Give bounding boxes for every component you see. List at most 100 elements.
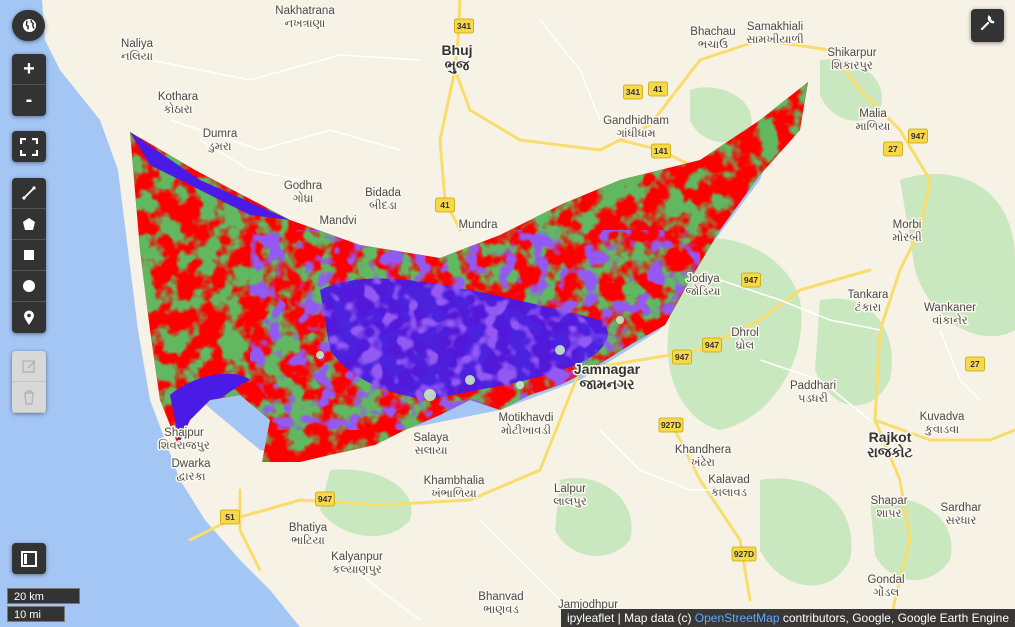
road-shield: 41	[435, 197, 455, 213]
place-label: Bhatiya	[289, 522, 328, 534]
draw-polygon-icon[interactable]	[12, 209, 46, 240]
place-label: Motikhavdi	[499, 412, 554, 424]
place-label: Dwarka	[172, 458, 212, 470]
road-shield: 947	[315, 491, 335, 507]
place-label: Bidada	[365, 187, 401, 199]
toolbar-wrench-button[interactable]	[971, 9, 1004, 42]
place-label: Godhra	[284, 180, 323, 192]
place-label-local: બીદડા	[369, 198, 397, 212]
place-label: Shapar	[870, 495, 907, 507]
draw-circle-icon[interactable]	[12, 271, 46, 302]
place-label-local: વાંકાનેર	[932, 313, 967, 327]
place-label: Khandhera	[675, 444, 732, 456]
place-label-local: કોઠારા	[163, 102, 192, 116]
place-label: Shikarpur	[827, 47, 876, 59]
place-label: Gondal	[867, 574, 904, 586]
svg-text:341: 341	[457, 21, 471, 31]
scale-metric: 20 km	[7, 588, 80, 604]
svg-text:27: 27	[970, 359, 980, 369]
place-label: Kalyanpur	[331, 551, 383, 563]
svg-text:947: 947	[744, 275, 758, 285]
place-label-local: ભુજ	[445, 57, 470, 74]
place-label-local: જોડિયા	[686, 284, 721, 298]
place-label: Samakhiali	[747, 21, 803, 33]
place-label: Khambhalia	[424, 475, 485, 487]
place-label: Bhachau	[690, 26, 735, 38]
place-label: Mundra	[459, 219, 499, 231]
panel-toggle-control	[12, 543, 46, 574]
place-label-local: કુવાડવા	[923, 424, 959, 436]
svg-text:947: 947	[318, 494, 332, 504]
svg-text:927D: 927D	[661, 420, 681, 430]
svg-text:341: 341	[626, 87, 640, 97]
place-label: Jamnagar	[574, 361, 641, 377]
place-label-local: ગોંડલ	[873, 585, 900, 599]
road-shield: 947	[672, 349, 692, 365]
place-label: Shajpur	[164, 427, 204, 439]
place-label: Jodiya	[686, 273, 720, 285]
draw-polyline-icon[interactable]	[12, 178, 46, 209]
road-shield: 41	[648, 81, 668, 97]
svg-text:141: 141	[654, 146, 668, 156]
svg-text:41: 41	[653, 84, 663, 94]
wrench-icon	[980, 14, 996, 36]
place-label: Salaya	[413, 432, 449, 444]
draw-toolbar	[12, 178, 46, 333]
place-label: Jamjodhpur	[558, 599, 618, 611]
place-label: Paddhari	[790, 380, 836, 392]
place-label: Mandvi	[319, 215, 356, 227]
zoom-out-button[interactable]: -	[25, 89, 33, 111]
road-shields: 341 341 41 141 41 947 27 947 947 947 27 927D 947 51 92…	[220, 18, 985, 562]
fullscreen-icon[interactable]	[12, 131, 46, 162]
edit-toolbar	[12, 351, 46, 413]
place-label-local: લાલપુર	[553, 496, 587, 508]
place-label-local: શિકારપુર	[831, 58, 873, 72]
place-label: Kalavad	[708, 474, 750, 486]
place-label-local: પડધરી	[798, 391, 828, 405]
place-label-local: કલ્યાણપુર	[332, 564, 382, 576]
road-shield: 947	[908, 128, 928, 144]
place-label-local: કાલાવડ	[711, 487, 748, 499]
svg-text:27: 27	[888, 144, 898, 154]
svg-text:947: 947	[705, 340, 719, 350]
place-label: Nakhatrana	[275, 5, 335, 17]
place-label: Dumra	[203, 128, 238, 140]
place-label: Naliya	[121, 38, 154, 50]
overlay-gaps	[316, 316, 624, 401]
place-label-local: ટંકારા	[855, 300, 882, 314]
place-label: Kuvadva	[920, 411, 965, 423]
place-label-local: ભાટિયા	[291, 533, 325, 547]
attribution: ipyleaflet | Map data (c) OpenStreetMap …	[560, 609, 1015, 627]
place-label-local: ભચાઉ	[698, 37, 728, 51]
svg-text:927D: 927D	[734, 549, 754, 559]
globe-icon[interactable]	[12, 10, 46, 41]
place-label: Rajkot	[869, 429, 912, 445]
place-label: Kothara	[158, 91, 199, 103]
place-label: Dhrol	[731, 327, 758, 339]
place-label-local: સલાયા	[414, 445, 447, 457]
zoom-in-button[interactable]: +	[12, 54, 46, 85]
place-label-local: સામખીયાળી	[746, 32, 804, 46]
road-shield: 341	[454, 18, 474, 34]
legend-icon[interactable]	[12, 543, 46, 574]
place-label-local: ડુમરા	[206, 141, 231, 153]
road-shield: 27	[965, 356, 985, 372]
layers-control[interactable]	[12, 10, 45, 41]
svg-text:947: 947	[911, 131, 925, 141]
scale-imperial: 10 mi	[7, 606, 65, 622]
place-label-local: શાપર	[876, 508, 901, 520]
edit-layers-icon	[12, 351, 46, 382]
zoom-control: + -	[12, 54, 46, 116]
draw-rectangle-icon[interactable]	[12, 240, 46, 271]
place-label-local: રાજકોટ	[867, 443, 913, 460]
place-label: Tankara	[848, 289, 890, 301]
place-label-local: ભાણવડ	[483, 604, 519, 616]
attribution-prefix: ipyleaflet | Map data (c)	[566, 611, 695, 625]
draw-marker-icon[interactable]	[12, 302, 46, 333]
delete-layers-icon	[12, 382, 46, 413]
road-shield: 947	[702, 337, 722, 353]
osm-link[interactable]: OpenStreetMap	[694, 611, 780, 625]
place-label: Malia	[859, 108, 887, 120]
